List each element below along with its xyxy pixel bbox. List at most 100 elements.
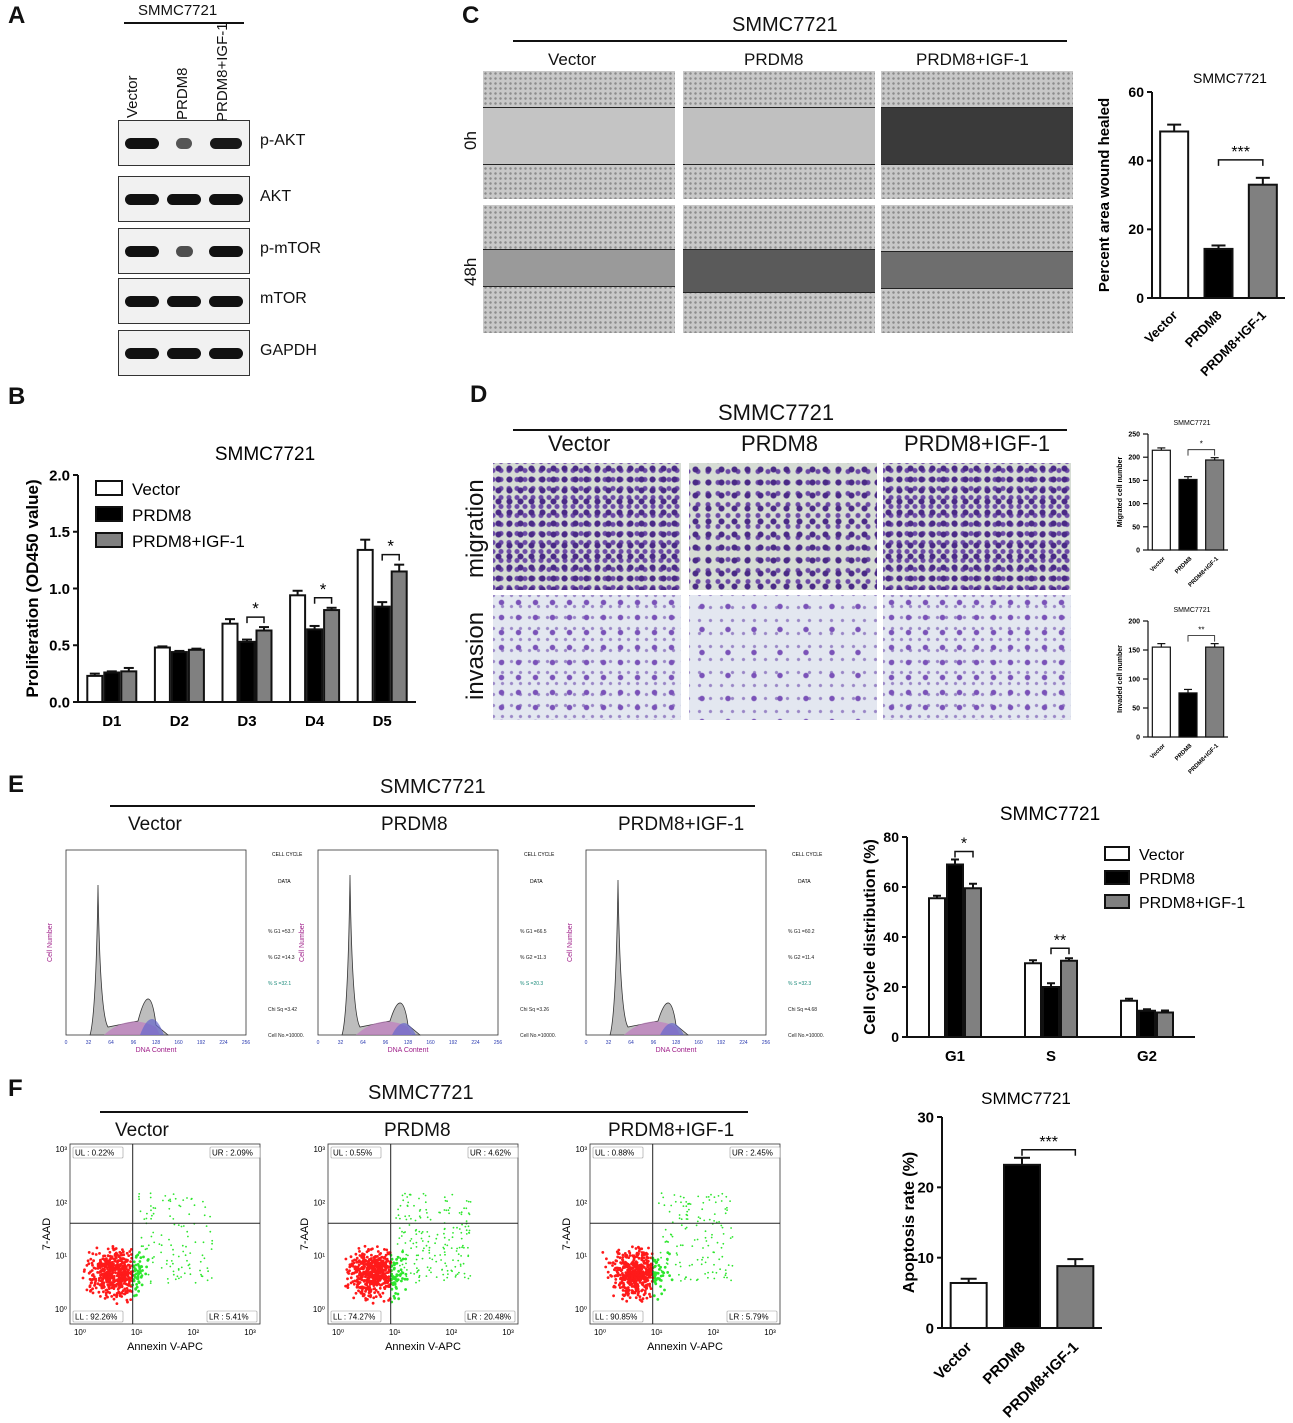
scatter-point bbox=[145, 1265, 148, 1269]
scatter-point bbox=[460, 1237, 463, 1240]
scatter-point bbox=[407, 1254, 409, 1257]
scatter-point bbox=[680, 1201, 682, 1204]
scatter-point bbox=[724, 1274, 727, 1277]
scatter-point bbox=[639, 1271, 643, 1274]
scatter-point bbox=[448, 1212, 450, 1215]
scatter-point bbox=[172, 1273, 175, 1276]
scatter-point bbox=[435, 1276, 438, 1278]
bar bbox=[1138, 1009, 1156, 1038]
scatter-point bbox=[426, 1212, 428, 1214]
scatter-points bbox=[601, 1192, 734, 1303]
scatter-point bbox=[399, 1217, 401, 1220]
scatter-point bbox=[467, 1225, 470, 1228]
scatter-point bbox=[140, 1236, 143, 1239]
legend-label: PRDM8+IGF-1 bbox=[132, 532, 245, 551]
hist-x-tick: 64 bbox=[360, 1040, 366, 1046]
scatter-point bbox=[645, 1259, 649, 1263]
chart-c-wound-healing: SMMC7721 0 20 40 60 Percent area wound healed… bbox=[1096, 70, 1285, 379]
histogram-frame bbox=[65, 849, 247, 1036]
scatter-point bbox=[614, 1266, 617, 1270]
scatter-point bbox=[344, 1257, 348, 1261]
scatter-point bbox=[401, 1194, 404, 1197]
scatter-point bbox=[92, 1275, 96, 1278]
scatter-point bbox=[378, 1279, 382, 1282]
scatter-point bbox=[666, 1240, 669, 1243]
significance-bracket bbox=[246, 616, 265, 624]
scatter-point bbox=[652, 1294, 656, 1298]
scatter-point bbox=[177, 1255, 180, 1258]
scatter-point bbox=[154, 1207, 157, 1210]
scatter-point bbox=[194, 1241, 197, 1244]
scatter-point bbox=[398, 1237, 401, 1239]
scatter-point bbox=[711, 1233, 713, 1236]
scatter-point bbox=[178, 1204, 181, 1207]
scatter-point bbox=[443, 1236, 446, 1239]
scatter-point bbox=[460, 1255, 462, 1257]
scatter-point bbox=[462, 1244, 464, 1247]
x-tick-label: D4 bbox=[305, 713, 325, 730]
scatter-x-label: Annexin V-APC bbox=[385, 1341, 461, 1353]
scatter-point bbox=[358, 1267, 362, 1271]
scatter-point bbox=[372, 1265, 376, 1269]
scatter-point bbox=[115, 1295, 118, 1299]
panel-e-label: E bbox=[8, 771, 25, 798]
scatter-point bbox=[367, 1249, 370, 1252]
scatter-point bbox=[704, 1261, 707, 1264]
scatter-point bbox=[621, 1256, 625, 1259]
significance-bracket bbox=[1050, 947, 1070, 955]
scatter-point bbox=[621, 1285, 624, 1289]
scatter-point bbox=[106, 1278, 110, 1281]
hist-side-stat: Cell No.=10000. bbox=[520, 1033, 556, 1039]
scatter-point bbox=[372, 1287, 376, 1291]
scatter-point bbox=[615, 1259, 618, 1263]
scatter-point bbox=[625, 1299, 629, 1303]
scatter-point bbox=[458, 1212, 461, 1214]
scatter-point bbox=[634, 1270, 637, 1274]
scatter-point bbox=[144, 1272, 148, 1276]
scatter-point bbox=[209, 1230, 212, 1233]
y-tick-label: 150 bbox=[1128, 647, 1140, 654]
scatter-point bbox=[628, 1296, 632, 1299]
significance-label: *** bbox=[1231, 144, 1250, 161]
scatter-point bbox=[467, 1277, 470, 1280]
dna-histogram bbox=[89, 884, 170, 1036]
scatter-point bbox=[719, 1268, 721, 1271]
scatter-point bbox=[405, 1253, 408, 1256]
scatter-point bbox=[425, 1208, 428, 1211]
scatter-point bbox=[443, 1209, 446, 1211]
quadrant-label-box bbox=[209, 1146, 261, 1159]
scatter-point bbox=[688, 1264, 691, 1267]
scatter-point bbox=[401, 1270, 403, 1273]
wound-image-prdm8-0h bbox=[683, 71, 875, 199]
scatter-point bbox=[150, 1205, 152, 1207]
scatter-point bbox=[443, 1251, 446, 1253]
scatter-point bbox=[409, 1240, 412, 1242]
scatter-point bbox=[419, 1216, 422, 1219]
scatter-point bbox=[170, 1260, 173, 1262]
scatter-point bbox=[621, 1289, 625, 1292]
y-tick-label: 20 bbox=[1128, 221, 1144, 237]
scatter-point bbox=[656, 1258, 660, 1261]
hist-x-tick: 256 bbox=[242, 1040, 251, 1046]
scatter-point bbox=[125, 1298, 129, 1302]
scatter-point bbox=[725, 1272, 727, 1275]
scatter-point bbox=[670, 1278, 674, 1282]
scatter-point bbox=[614, 1281, 617, 1285]
scatter-point bbox=[675, 1252, 678, 1254]
bar bbox=[306, 628, 324, 703]
panel-e-col-prdm8-igf1: PRDM8+IGF-1 bbox=[618, 814, 745, 835]
scatter-point bbox=[420, 1237, 423, 1240]
hist-x-tick: 224 bbox=[219, 1040, 228, 1046]
scatter-point bbox=[138, 1251, 141, 1254]
legend-swatch bbox=[1104, 846, 1130, 861]
hist-side-stat: Chi Sq =3.42 bbox=[268, 1007, 297, 1013]
scatter-point bbox=[106, 1271, 109, 1274]
scatter-point bbox=[678, 1273, 680, 1276]
wound-image-vector-0h bbox=[483, 71, 675, 199]
scatter-point bbox=[409, 1193, 412, 1196]
scatter-x-label: Annexin V-APC bbox=[127, 1341, 203, 1353]
scatter-point bbox=[616, 1255, 620, 1259]
scatter-point bbox=[199, 1260, 202, 1263]
scatter-point bbox=[660, 1256, 662, 1259]
scatter-point bbox=[679, 1261, 681, 1264]
